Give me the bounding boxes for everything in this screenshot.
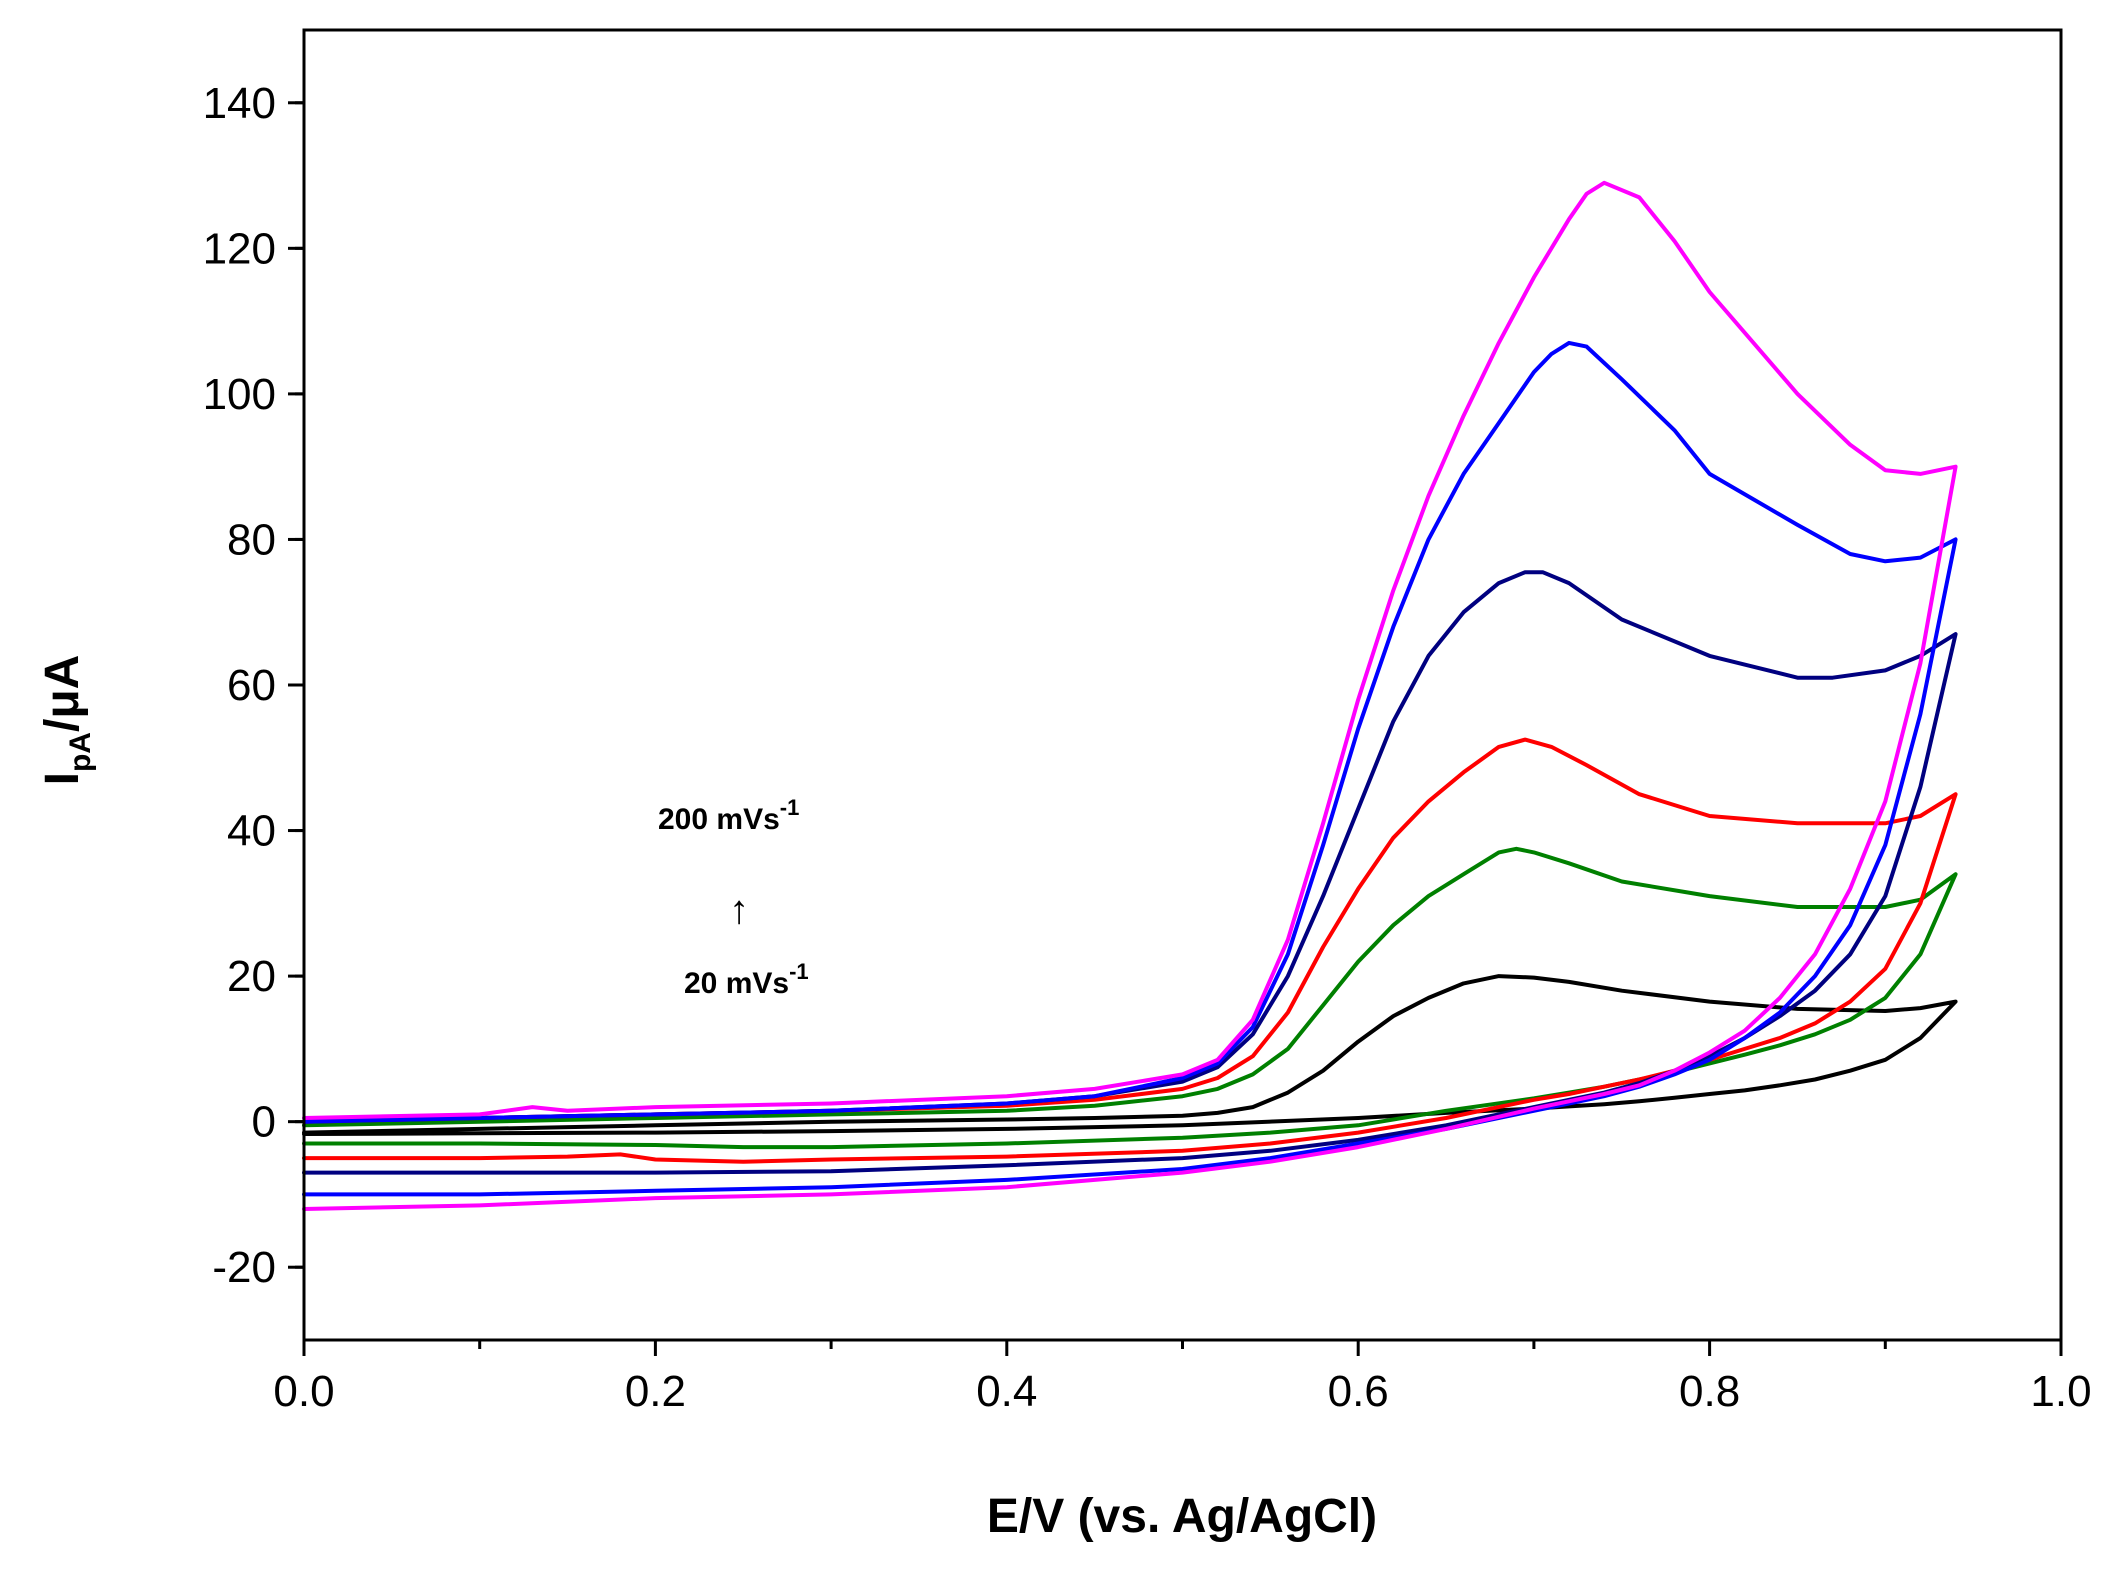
x-tick-label: 0.6: [1328, 1367, 1389, 1416]
x-tick-label: 1.0: [2030, 1367, 2091, 1416]
ticks-layer: 0.0 0.2 0.4 0.6 0.8 1.0 -20 0 20 40 60 80 100 120 140: [203, 79, 2092, 1416]
svg-text:IpA/μA: IpA/μA: [36, 655, 97, 786]
y-axis-title-main: I: [36, 772, 89, 785]
series-line-4: [302, 570, 1958, 1175]
y-tick-label: -20: [212, 1243, 276, 1292]
y-tick-label: 140: [203, 79, 276, 128]
x-axis-title: E/V (vs. Ag/AgCl): [987, 1490, 1377, 1543]
y-tick-label: 40: [227, 807, 276, 856]
x-tick-label: 0.0: [273, 1367, 334, 1416]
y-tick-label: 120: [203, 224, 276, 273]
y-tick-label: 100: [203, 370, 276, 419]
annotation-20: 20 mVs-1: [684, 959, 809, 1000]
x-tick-label: 0.2: [625, 1367, 686, 1416]
x-tick-label: 0.8: [1679, 1367, 1740, 1416]
y-axis-title-rest: /μA: [36, 655, 89, 732]
series-line-6: [302, 180, 1958, 1211]
annotation-20-text: 20 mVs: [684, 967, 789, 1000]
annotation-200-text: 200 mVs: [658, 803, 780, 836]
y-axis-title: IpA/μA: [36, 655, 97, 786]
y-tick-label: 80: [227, 515, 276, 564]
annotation-200-sup: -1: [780, 795, 800, 820]
y-axis-title-sub: pA: [64, 732, 97, 772]
y-tick-label: 60: [227, 661, 276, 710]
series-layer: [302, 180, 1958, 1211]
annotation-20-sup: -1: [789, 959, 809, 984]
y-tick-label: 0: [252, 1098, 276, 1147]
annotation-200: 200 mVs-1: [658, 795, 799, 836]
annotation-arrow: ↑: [729, 888, 749, 932]
series-line-1: [302, 974, 1958, 1136]
series-line-3: [302, 737, 1958, 1164]
y-tick-label: 20: [227, 952, 276, 1001]
series-line-2: [302, 846, 1958, 1150]
x-tick-label: 0.4: [976, 1367, 1037, 1416]
series-line-5: [302, 340, 1958, 1197]
